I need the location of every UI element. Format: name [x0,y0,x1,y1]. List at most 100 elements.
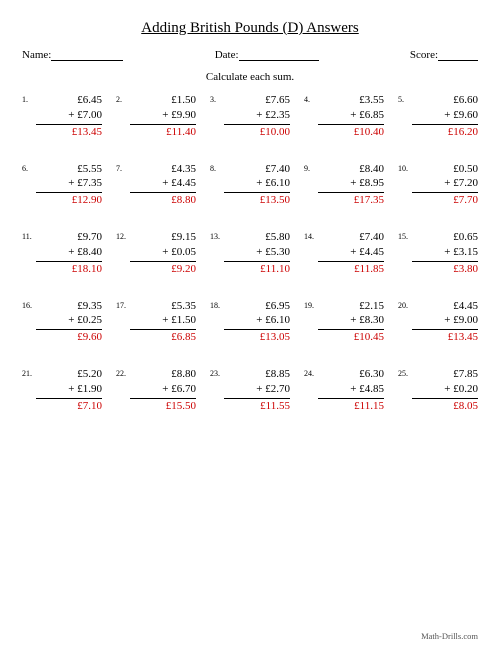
problem-stack: £6.45+ £7.00£13.45 [36,93,102,140]
problem-stack: £8.80+ £6.70£15.50 [130,367,196,414]
problem-stack: £3.55+ £6.85£10.40 [318,93,384,140]
score-field: Score: [410,49,478,61]
answer: £10.45 [318,330,384,345]
addend-bottom: + £2.70 [224,382,290,399]
answer: £3.80 [412,262,478,277]
problem-stack: £5.80+ £5.30£11.10 [224,230,290,277]
addend-bottom: + £4.85 [318,382,384,399]
problem: 20.£4.45+ £9.00£13.45 [398,299,478,346]
problem-number: 10. [398,162,412,173]
addend-top: £4.45 [412,299,478,314]
problem-stack: £6.30+ £4.85£11.15 [318,367,384,414]
addend-bottom: + £8.95 [318,176,384,193]
addend-bottom: + £8.40 [36,245,102,262]
addend-top: £5.35 [130,299,196,314]
problem: 4.£3.55+ £6.85£10.40 [304,93,384,140]
addend-top: £7.40 [318,230,384,245]
problem-number: 20. [398,299,412,310]
problem: 2.£1.50+ £9.90£11.40 [116,93,196,140]
problem: 21.£5.20+ £1.90£7.10 [22,367,102,414]
answer: £10.40 [318,125,384,140]
problem: 14.£7.40+ £4.45£11.85 [304,230,384,277]
answer: £11.85 [318,262,384,277]
problem: 24.£6.30+ £4.85£11.15 [304,367,384,414]
answer: £18.10 [36,262,102,277]
header-row: Name: Date: Score: [22,49,478,61]
problem: 17.£5.35+ £1.50£6.85 [116,299,196,346]
answer: £17.35 [318,193,384,208]
addend-bottom: + £4.45 [318,245,384,262]
addend-bottom: + £6.10 [224,176,290,193]
answer: £11.15 [318,399,384,414]
problem-number: 8. [210,162,224,173]
date-label: Date: [215,49,239,61]
name-field: Name: [22,49,123,61]
problem-number: 7. [116,162,130,173]
addend-bottom: + £7.20 [412,176,478,193]
problem-stack: £8.40+ £8.95£17.35 [318,162,384,209]
addend-bottom: + £7.35 [36,176,102,193]
problem-stack: £9.15+ £0.05£9.20 [130,230,196,277]
name-line [51,50,123,61]
addend-bottom: + £6.70 [130,382,196,399]
answer: £11.55 [224,399,290,414]
addend-bottom: + £3.15 [412,245,478,262]
answer: £15.50 [130,399,196,414]
addend-top: £0.50 [412,162,478,177]
addend-bottom: + £5.30 [224,245,290,262]
name-label: Name: [22,49,51,61]
problem: 7.£4.35+ £4.45£8.80 [116,162,196,209]
answer: £8.05 [412,399,478,414]
problem: 11.£9.70+ £8.40£18.10 [22,230,102,277]
addend-top: £9.70 [36,230,102,245]
addend-top: £4.35 [130,162,196,177]
problem-stack: £7.65+ £2.35£10.00 [224,93,290,140]
problems-grid: 1.£6.45+ £7.00£13.452.£1.50+ £9.90£11.40… [22,93,478,414]
answer: £9.60 [36,330,102,345]
addend-top: £5.55 [36,162,102,177]
problem-number: 2. [116,93,130,104]
problem-number: 17. [116,299,130,310]
addend-top: £3.55 [318,93,384,108]
score-line [438,50,478,61]
problem-number: 22. [116,367,130,378]
addend-top: £0.65 [412,230,478,245]
answer: £13.05 [224,330,290,345]
addend-top: £9.35 [36,299,102,314]
worksheet-page: Adding British Pounds (D) Answers Name: … [0,0,500,647]
problem-number: 19. [304,299,318,310]
addend-bottom: + £6.10 [224,313,290,330]
problem-stack: £6.95+ £6.10£13.05 [224,299,290,346]
addend-top: £6.30 [318,367,384,382]
problem-stack: £1.50+ £9.90£11.40 [130,93,196,140]
addend-bottom: + £9.90 [130,108,196,125]
answer: £7.70 [412,193,478,208]
problem: 10.£0.50+ £7.20£7.70 [398,162,478,209]
addend-bottom: + £1.50 [130,313,196,330]
addend-top: £7.65 [224,93,290,108]
problem-number: 13. [210,230,224,241]
problem-number: 4. [304,93,318,104]
problem: 8.£7.40+ £6.10£13.50 [210,162,290,209]
problem-number: 18. [210,299,224,310]
addend-top: £9.15 [130,230,196,245]
problem-number: 5. [398,93,412,104]
problem-stack: £6.60+ £9.60£16.20 [412,93,478,140]
addend-bottom: + £0.20 [412,382,478,399]
problem-number: 9. [304,162,318,173]
problem-number: 23. [210,367,224,378]
answer: £7.10 [36,399,102,414]
score-label: Score: [410,49,438,61]
problem-stack: £9.35+ £0.25£9.60 [36,299,102,346]
problem-number: 6. [22,162,36,173]
answer: £12.90 [36,193,102,208]
problem-stack: £4.45+ £9.00£13.45 [412,299,478,346]
problem: 13.£5.80+ £5.30£11.10 [210,230,290,277]
addend-bottom: + £9.00 [412,313,478,330]
addend-bottom: + £7.00 [36,108,102,125]
page-title: Adding British Pounds (D) Answers [22,20,478,37]
problem-number: 24. [304,367,318,378]
problem-number: 3. [210,93,224,104]
problem: 23.£8.85+ £2.70£11.55 [210,367,290,414]
problem-number: 15. [398,230,412,241]
